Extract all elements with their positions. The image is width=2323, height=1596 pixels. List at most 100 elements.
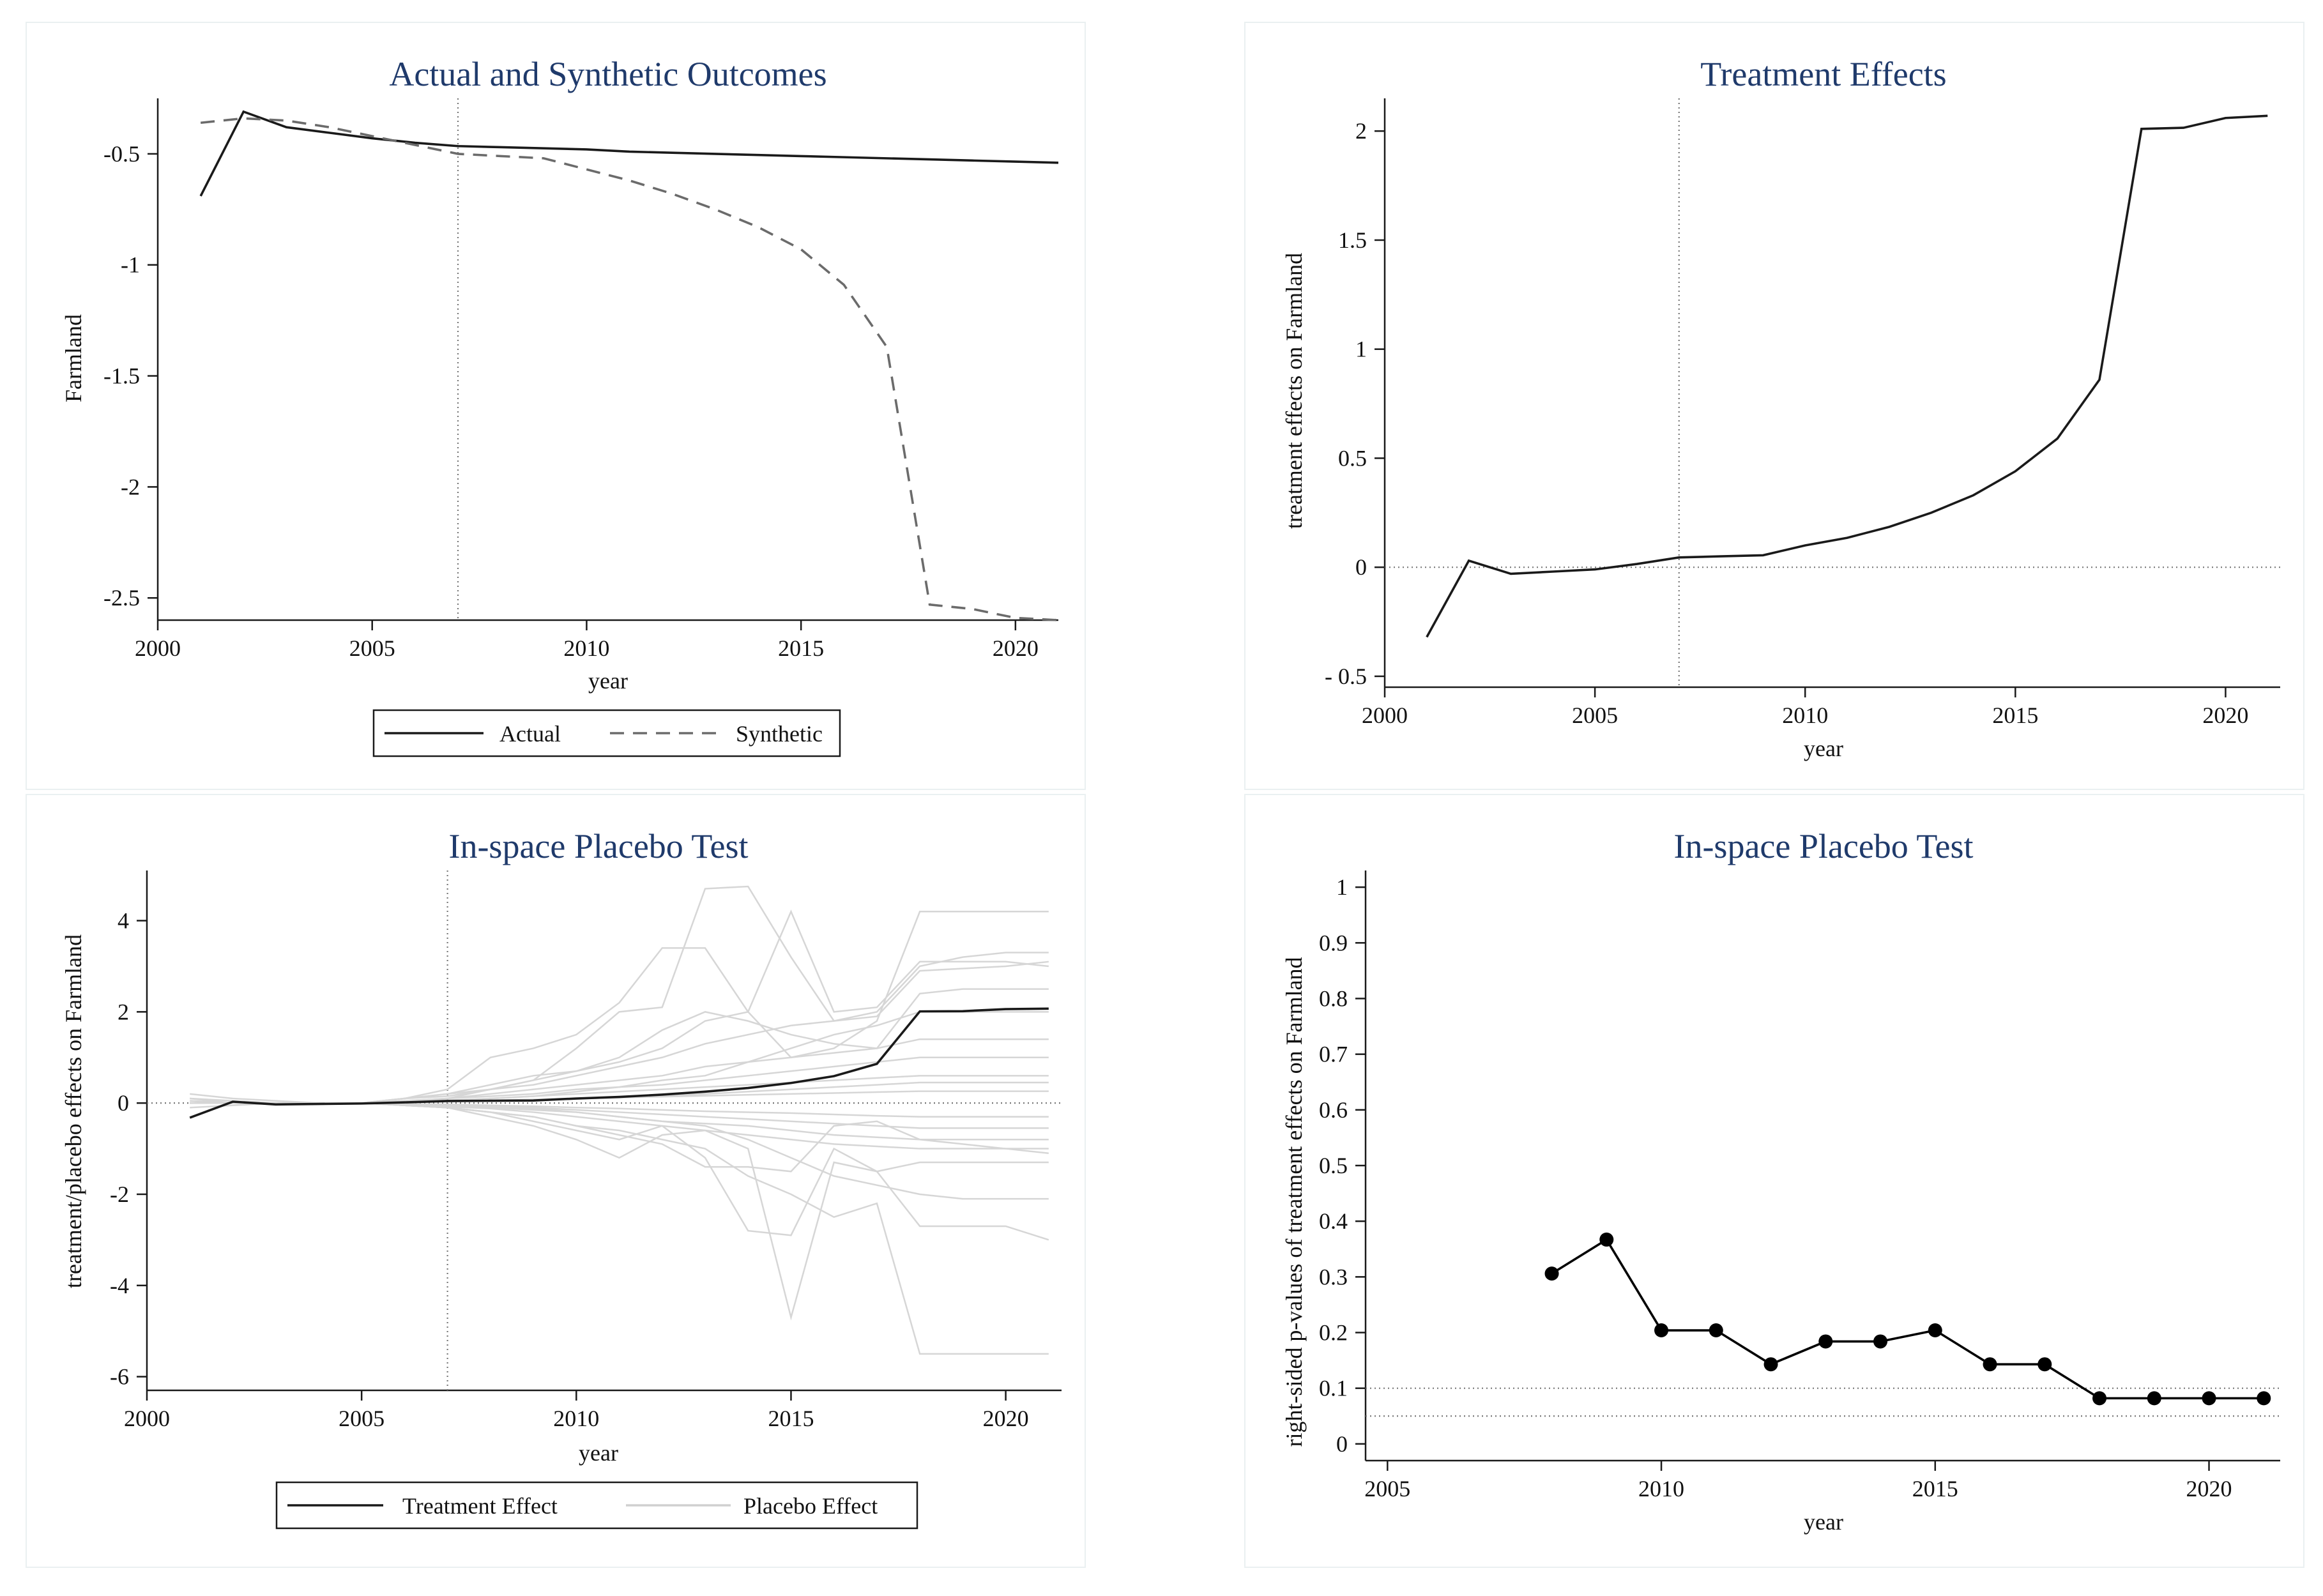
axes: 2005 2010 2015 2020 0 0.1 0.2 0.3 0.4 0.5 0.6 0.7 0.… [1319, 870, 2280, 1501]
y-tick-label: 0.7 [1319, 1042, 1348, 1067]
chart-title: In-space Placebo Test [1673, 827, 1973, 865]
placebo-series-line [190, 1038, 1049, 1104]
y-tick-label: 0.8 [1319, 985, 1348, 1011]
chart-title: In-space Placebo Test [448, 827, 748, 865]
axes: 2000 2005 2010 2015 2020 -0.5 -1 -1.5 -2 -2.5 [103, 98, 1058, 661]
legend-treatment-label: Treatment Effect [402, 1493, 558, 1519]
data-point [2257, 1391, 2271, 1406]
x-axis-label: year [579, 1440, 618, 1466]
y-tick-label: -2.5 [103, 585, 140, 611]
x-tick-label: 2000 [1362, 703, 1408, 728]
y-axis-label: right-sided p-values of treatment effect… [1281, 957, 1307, 1447]
x-tick-label: 2020 [983, 1406, 1029, 1431]
y-tick-label: 0.5 [1319, 1153, 1348, 1178]
x-tick-label: 2005 [1364, 1476, 1410, 1501]
y-tick-label: 4 [118, 908, 129, 934]
placebo-series-line [190, 909, 1049, 1104]
y-tick-label: -1.5 [103, 363, 140, 389]
data-point [1818, 1334, 1833, 1349]
y-tick-label: -6 [110, 1364, 129, 1390]
placebo-series-line [190, 988, 1049, 1104]
data-point [2092, 1391, 2107, 1406]
legend: Actual Synthetic [372, 709, 841, 757]
x-tick-label: 2015 [778, 635, 824, 661]
chart-title: Actual and Synthetic Outcomes [389, 55, 826, 93]
placebo-series-line [190, 1081, 1049, 1104]
panel-placebo-effects: In-space Placebo Test year treatment/pla… [26, 794, 1086, 1568]
chart-placebo-effects: In-space Placebo Test year treatment/pla… [61, 827, 1062, 1530]
y-tick-label: -2 [110, 1182, 129, 1207]
x-tick-label: 2015 [768, 1406, 814, 1431]
axes: 2000 2005 2010 2015 2020 2 1.5 1 0.5 0 - 0.5 [1325, 98, 2280, 728]
y-axis-label: treatment/placebo effects on Farmland [61, 934, 86, 1288]
chart-treatment-effects: Treatment Effects year treatment effects… [1281, 55, 2280, 761]
placebo-series-line [190, 911, 1049, 1104]
data-point [1654, 1323, 1669, 1338]
series-line-synthetic [200, 117, 1059, 621]
y-tick-label: 0 [1355, 554, 1367, 580]
x-tick-label: 2020 [993, 635, 1039, 661]
legend-actual-label: Actual [499, 721, 561, 747]
legend-placebo-label: Placebo Effect [743, 1493, 878, 1519]
series-line-actual [199, 110, 1059, 197]
y-tick-label: 0.4 [1319, 1208, 1348, 1234]
x-tick-label: 2010 [563, 635, 609, 661]
panel-treatment-effects: Treatment Effects year treatment effects… [1244, 22, 2304, 790]
y-tick-label: 2 [118, 999, 129, 1024]
x-tick-label: 2015 [1992, 703, 2038, 728]
y-tick-label: 1 [1336, 874, 1348, 900]
y-tick-label: 0 [1336, 1431, 1348, 1457]
y-tick-label: - 0.5 [1325, 664, 1367, 689]
x-tick-label: 2005 [339, 1406, 385, 1431]
y-tick-label: 1.5 [1338, 227, 1367, 253]
series-line-treatment-effect [189, 1007, 1049, 1119]
chart-p-values: In-space Placebo Test year right-sided p… [1281, 827, 2280, 1535]
axes: 2000 2005 2010 2015 2020 4 2 0 -2 -4 -6 [110, 870, 1062, 1431]
data-point [1599, 1232, 1614, 1247]
x-tick-label: 2020 [2202, 703, 2248, 728]
x-tick-label: 2010 [553, 1406, 599, 1431]
data-point [1983, 1357, 1997, 1372]
y-tick-label: 1 [1355, 337, 1367, 362]
data-point [2147, 1391, 2161, 1406]
y-tick-label: -2 [121, 474, 140, 499]
y-tick-label: 0 [118, 1090, 129, 1116]
y-tick-label: 0.3 [1319, 1264, 1348, 1289]
x-tick-label: 2000 [124, 1406, 170, 1431]
placebo-series-line [190, 1102, 1049, 1236]
x-axis-label: year [588, 668, 628, 694]
data-point [2202, 1391, 2216, 1406]
y-tick-label: -0.5 [103, 141, 140, 167]
x-tick-label: 2010 [1638, 1476, 1684, 1501]
y-axis-label: Farmland [61, 314, 86, 402]
series-line-p-value [1551, 1238, 2264, 1400]
y-tick-label: -4 [110, 1273, 129, 1298]
chart-title: Treatment Effects [1700, 55, 1946, 93]
panel-actual-synthetic: Actual and Synthetic Outcomes year Farml… [26, 22, 1086, 790]
y-tick-label: 0.2 [1319, 1320, 1348, 1346]
placebo-series-line [190, 1102, 1049, 1150]
y-tick-label: 0.5 [1338, 445, 1367, 471]
placebo-series-line [190, 885, 1049, 1109]
legend-box [275, 1481, 918, 1530]
placebo-series-line [190, 1097, 1049, 1321]
x-tick-label: 2020 [2186, 1476, 2232, 1501]
x-axis-label: year [1804, 736, 1843, 761]
y-axis-label: treatment effects on Farmland [1281, 253, 1307, 529]
data-point [1709, 1323, 1723, 1338]
chart-actual-synthetic: Actual and Synthetic Outcomes year Farml… [61, 55, 1059, 757]
x-tick-label: 2015 [1912, 1476, 1958, 1501]
placebo-series-line [190, 1102, 1049, 1355]
y-tick-label: 0.9 [1319, 930, 1348, 955]
x-tick-label: 2000 [135, 635, 181, 661]
data-point [1544, 1266, 1559, 1281]
data-point [2037, 1357, 2052, 1372]
series-line-treatment-effect [1426, 114, 2268, 638]
x-axis-label: year [1804, 1509, 1843, 1535]
x-tick-label: 2005 [349, 635, 395, 661]
y-tick-label: 0.6 [1319, 1097, 1348, 1123]
data-point [1763, 1357, 1778, 1372]
legend-synthetic-label: Synthetic [736, 721, 823, 747]
placebo-series-line [190, 1102, 1049, 1173]
